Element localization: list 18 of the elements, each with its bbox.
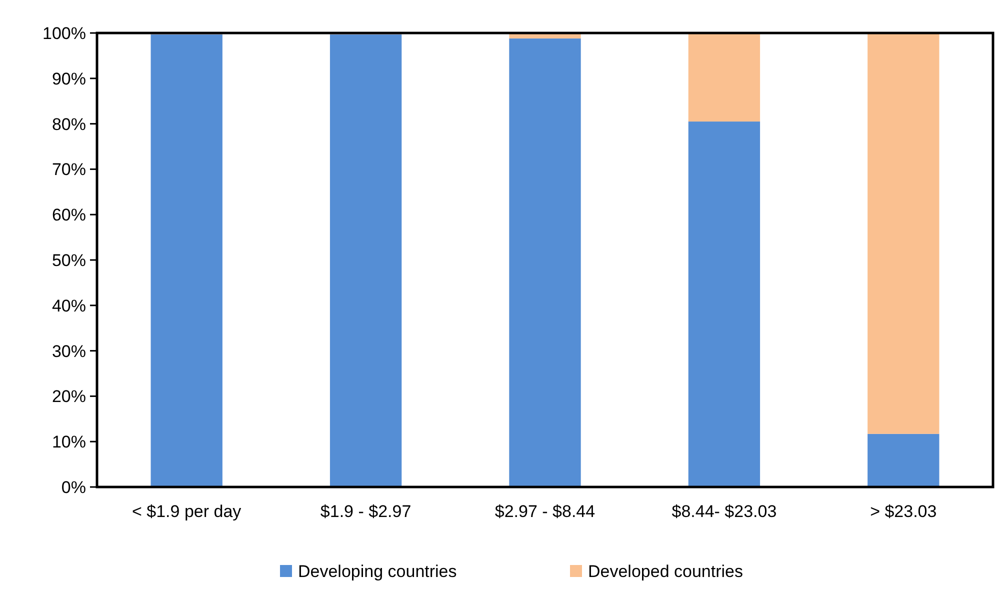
y-tick-label: 80% <box>52 114 86 134</box>
legend-label: Developing countries <box>298 562 457 581</box>
y-tick-label: 20% <box>52 387 86 406</box>
y-tick-label: 50% <box>52 250 86 270</box>
legend-label: Developed countries <box>588 562 743 581</box>
y-tick-label: 40% <box>52 296 86 316</box>
x-tick-label: $2.97 - $8.44 <box>494 502 596 521</box>
y-tick-label: 70% <box>52 160 86 180</box>
y-tick-label: 60% <box>52 206 86 225</box>
x-tick-label: $8.44- $23.03 <box>672 502 777 521</box>
y-tick-label: 90% <box>52 69 86 88</box>
x-tick-label: $1.9 - $2.97 <box>320 502 412 521</box>
x-tick-label: < $1.9 per day <box>132 502 242 521</box>
y-tick-label: 10% <box>52 432 86 452</box>
y-tick-label: 30% <box>52 342 86 361</box>
x-tick-label: > $23.03 <box>870 502 937 521</box>
y-tick-label: 100% <box>42 24 86 43</box>
y-tick-label: 0% <box>61 478 86 497</box>
